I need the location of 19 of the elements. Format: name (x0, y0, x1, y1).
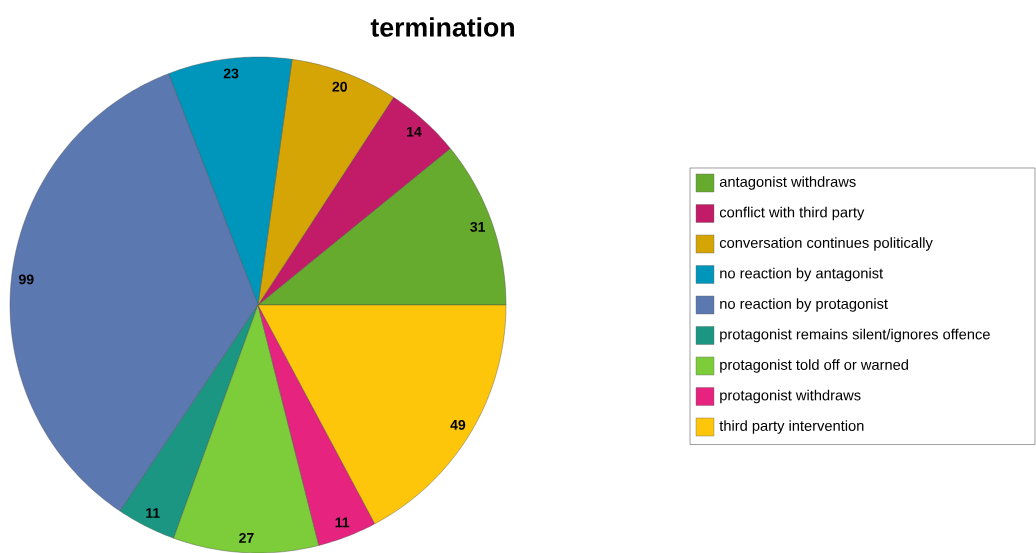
data-label: 23 (223, 68, 239, 79)
legend-label: third party intervention (719, 420, 864, 434)
data-label: 99 (18, 274, 34, 285)
legend-label: conflict with third party (719, 206, 865, 221)
legend-label: antagonist withdraws (719, 176, 856, 190)
legend-label: no reaction by antagonist (720, 267, 884, 282)
legend-label: protagonist withdraws (720, 389, 861, 404)
legend-label: protagonist told off or warned (720, 359, 908, 373)
data-label: 49 (450, 419, 466, 430)
legend-label: no reaction by protagonist (720, 298, 888, 312)
data-label: 31 (470, 221, 486, 232)
data-label: 14 (407, 126, 422, 137)
data-label: 11 (146, 508, 160, 518)
legend-label: protagonist remains silent/ignores offence (720, 328, 990, 343)
data-label: 27 (239, 532, 254, 543)
data-label: 20 (332, 81, 347, 92)
data-label: 11 (335, 517, 350, 528)
chart-title: termination (370, 17, 514, 37)
legend-label: conversation continues politically (719, 237, 933, 251)
